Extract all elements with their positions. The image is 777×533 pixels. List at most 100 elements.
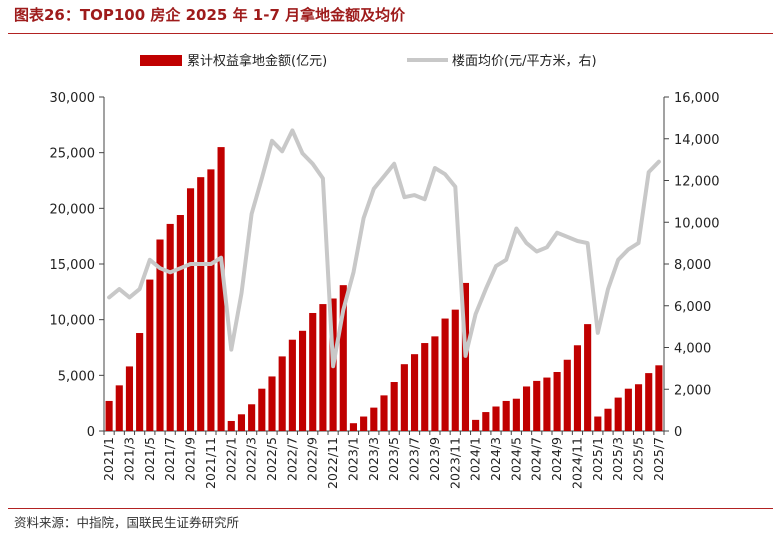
x-tick-label: 2022/9 bbox=[305, 437, 320, 481]
x-tick-label: 2022/7 bbox=[284, 437, 299, 481]
bar bbox=[522, 386, 531, 431]
y-left-tick-label: 0 bbox=[87, 425, 95, 440]
bar bbox=[634, 384, 643, 431]
y-left-tick-label: 20,000 bbox=[50, 202, 96, 217]
bar bbox=[227, 420, 235, 431]
bar bbox=[410, 354, 419, 431]
bar bbox=[186, 188, 195, 431]
bar bbox=[370, 407, 378, 431]
x-tick-label: 2024/11 bbox=[569, 437, 584, 489]
x-tick-label: 2021/3 bbox=[121, 437, 136, 481]
x-tick-label: 2024/1 bbox=[468, 437, 483, 481]
bar bbox=[197, 177, 205, 431]
y-right-tick-label: 14,000 bbox=[674, 133, 720, 148]
chart-title: 图表26：TOP100 房企 2025 年 1-7 月拿地金额及均价 bbox=[14, 6, 406, 24]
x-tick-label: 2025/7 bbox=[651, 437, 666, 481]
y-left-tick-label: 15,000 bbox=[50, 258, 96, 273]
x-tick-label: 2022/1 bbox=[223, 437, 238, 481]
bar bbox=[451, 309, 459, 431]
bar bbox=[553, 371, 561, 431]
y-right-tick-label: 8,000 bbox=[674, 258, 711, 273]
y-right-tick-label: 4,000 bbox=[674, 342, 711, 357]
y-right-tick-label: 10,000 bbox=[674, 216, 720, 231]
y-left-tick-label: 5,000 bbox=[58, 369, 95, 384]
y-right-tick-label: 12,000 bbox=[674, 175, 720, 190]
y-right-tick-label: 2,000 bbox=[674, 383, 711, 398]
y-left-tick-label: 25,000 bbox=[50, 147, 96, 162]
legend: 累计权益拿地金额(亿元) 楼面均价(元/平方米，右) bbox=[140, 53, 597, 69]
bar bbox=[655, 365, 663, 431]
x-tick-label: 2025/5 bbox=[631, 437, 646, 481]
bar bbox=[390, 382, 398, 431]
bar bbox=[278, 356, 286, 431]
footer-rule bbox=[8, 508, 773, 509]
x-tick-label: 2023/3 bbox=[366, 437, 381, 481]
bar bbox=[298, 330, 307, 431]
x-tick-label: 2024/7 bbox=[529, 437, 544, 481]
line-series bbox=[107, 128, 661, 369]
x-tick-label: 2023/11 bbox=[447, 437, 462, 489]
bar bbox=[492, 406, 500, 431]
y-right-tick-label: 16,000 bbox=[674, 91, 720, 106]
bar bbox=[288, 339, 296, 431]
price-line bbox=[107, 128, 661, 369]
bar bbox=[115, 385, 123, 431]
bar bbox=[105, 400, 113, 431]
y-right-tick-label: 6,000 bbox=[674, 300, 711, 315]
bar bbox=[176, 215, 184, 431]
bar bbox=[309, 312, 317, 431]
bar bbox=[594, 416, 602, 431]
chart-area: 累计权益拿地金额(亿元) 楼面均价(元/平方米，右) 0 5,000 10,000 1… bbox=[50, 53, 720, 489]
bar bbox=[441, 318, 449, 431]
bar bbox=[319, 304, 327, 431]
bar bbox=[624, 388, 632, 431]
bar bbox=[207, 169, 215, 431]
y-left-tick-label: 10,000 bbox=[50, 314, 96, 329]
x-tick-label: 2022/11 bbox=[325, 437, 340, 489]
x-tick-label: 2021/7 bbox=[162, 437, 177, 481]
x-tick-label: 2021/5 bbox=[142, 437, 157, 481]
x-tick-label: 2024/5 bbox=[508, 437, 523, 481]
bar bbox=[248, 404, 256, 431]
bar bbox=[400, 364, 408, 431]
y-left-tick-label: 30,000 bbox=[50, 91, 96, 106]
x-tick-label: 2023/7 bbox=[407, 437, 422, 481]
x-tick-label: 2021/9 bbox=[183, 437, 198, 481]
bar bbox=[380, 395, 388, 431]
bar bbox=[237, 414, 246, 431]
bar bbox=[217, 147, 225, 431]
axes: 0 5,000 10,000 15,000 20,000 25,000 30,000 0 2,0… bbox=[50, 91, 720, 489]
bar bbox=[268, 376, 276, 431]
bar bbox=[431, 336, 439, 431]
bar bbox=[166, 223, 174, 431]
legend-bar-swatch bbox=[140, 55, 182, 66]
source-note: 资料来源：中指院，国联民生证券研究所 bbox=[14, 515, 240, 530]
x-tick-label: 2023/9 bbox=[427, 437, 442, 481]
legend-line-label: 楼面均价(元/平方米，右) bbox=[452, 53, 597, 69]
x-tick-label: 2023/5 bbox=[386, 437, 401, 481]
bar-series bbox=[105, 147, 663, 431]
x-tick-label: 2024/9 bbox=[549, 437, 564, 481]
x-tick-label: 2022/5 bbox=[264, 437, 279, 481]
bar bbox=[472, 419, 480, 431]
bar bbox=[482, 412, 490, 431]
legend-bar-label: 累计权益拿地金额(亿元) bbox=[187, 53, 327, 69]
bar bbox=[502, 400, 510, 431]
bar bbox=[146, 279, 154, 431]
bar bbox=[512, 398, 520, 431]
x-tick-label: 2025/1 bbox=[590, 437, 605, 481]
bar bbox=[543, 377, 551, 431]
x-tick-label: 2021/11 bbox=[203, 437, 218, 489]
bar bbox=[604, 408, 612, 431]
x-tick-label: 2025/3 bbox=[610, 437, 625, 481]
bar bbox=[533, 380, 541, 431]
bar bbox=[563, 359, 571, 431]
header-rule bbox=[8, 33, 773, 34]
bar bbox=[360, 416, 368, 431]
x-tick-label: 2022/3 bbox=[244, 437, 259, 481]
x-tick-label: 2023/1 bbox=[345, 437, 360, 481]
y-right-tick-label: 0 bbox=[674, 425, 682, 440]
bar bbox=[614, 397, 622, 431]
bar bbox=[645, 373, 653, 431]
bar bbox=[258, 388, 266, 431]
